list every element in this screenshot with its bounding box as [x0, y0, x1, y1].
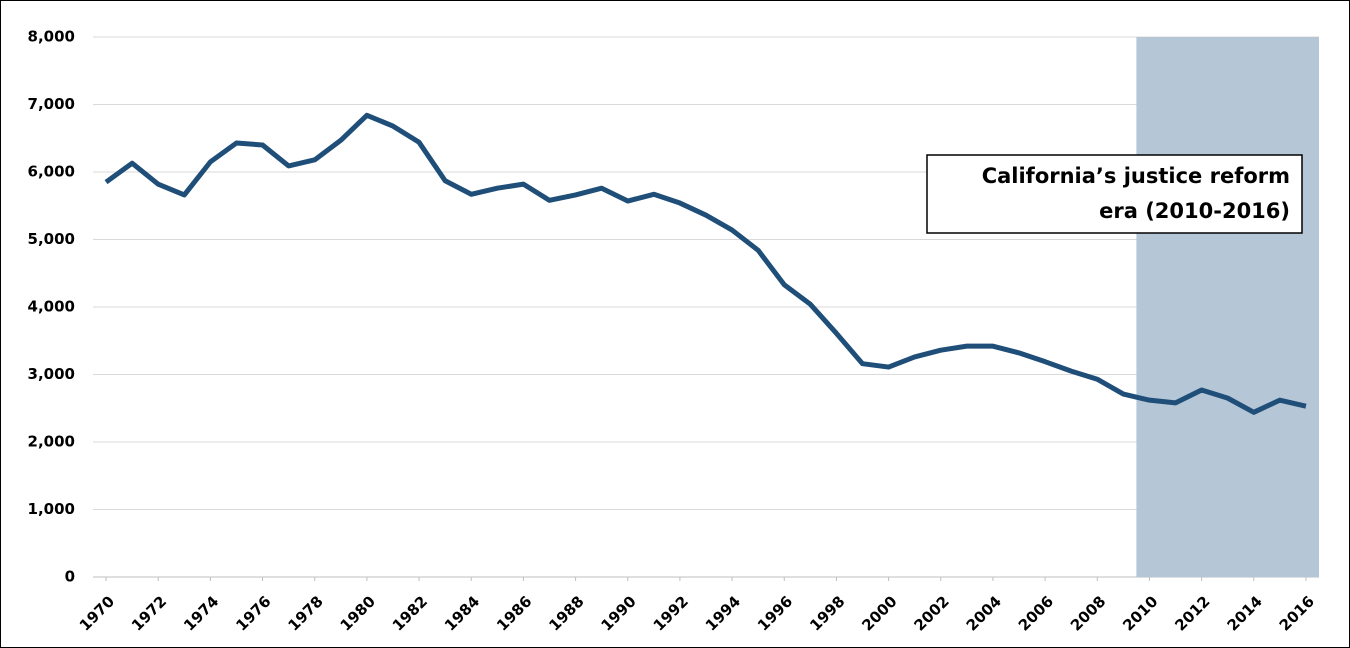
y-tick-label: 5,000	[28, 230, 75, 248]
y-tick-label: 8,000	[28, 28, 75, 46]
annotation: California’s justice reform	[982, 164, 1290, 188]
y-tick-label: 4,000	[28, 298, 75, 316]
y-tick-label: 1,000	[28, 500, 75, 518]
y-tick-label: 6,000	[28, 163, 75, 181]
annotation-box	[926, 154, 1303, 234]
data-line	[104, 112, 1307, 415]
y-tick-label: 2,000	[28, 433, 75, 451]
y-tick-label: 3,000	[28, 365, 75, 383]
annotation: era (2010-2016)	[1099, 199, 1290, 223]
shaded-region	[1136, 37, 1319, 577]
y-tick-label: 0	[65, 568, 75, 586]
y-tick-label: 7,000	[28, 95, 75, 113]
